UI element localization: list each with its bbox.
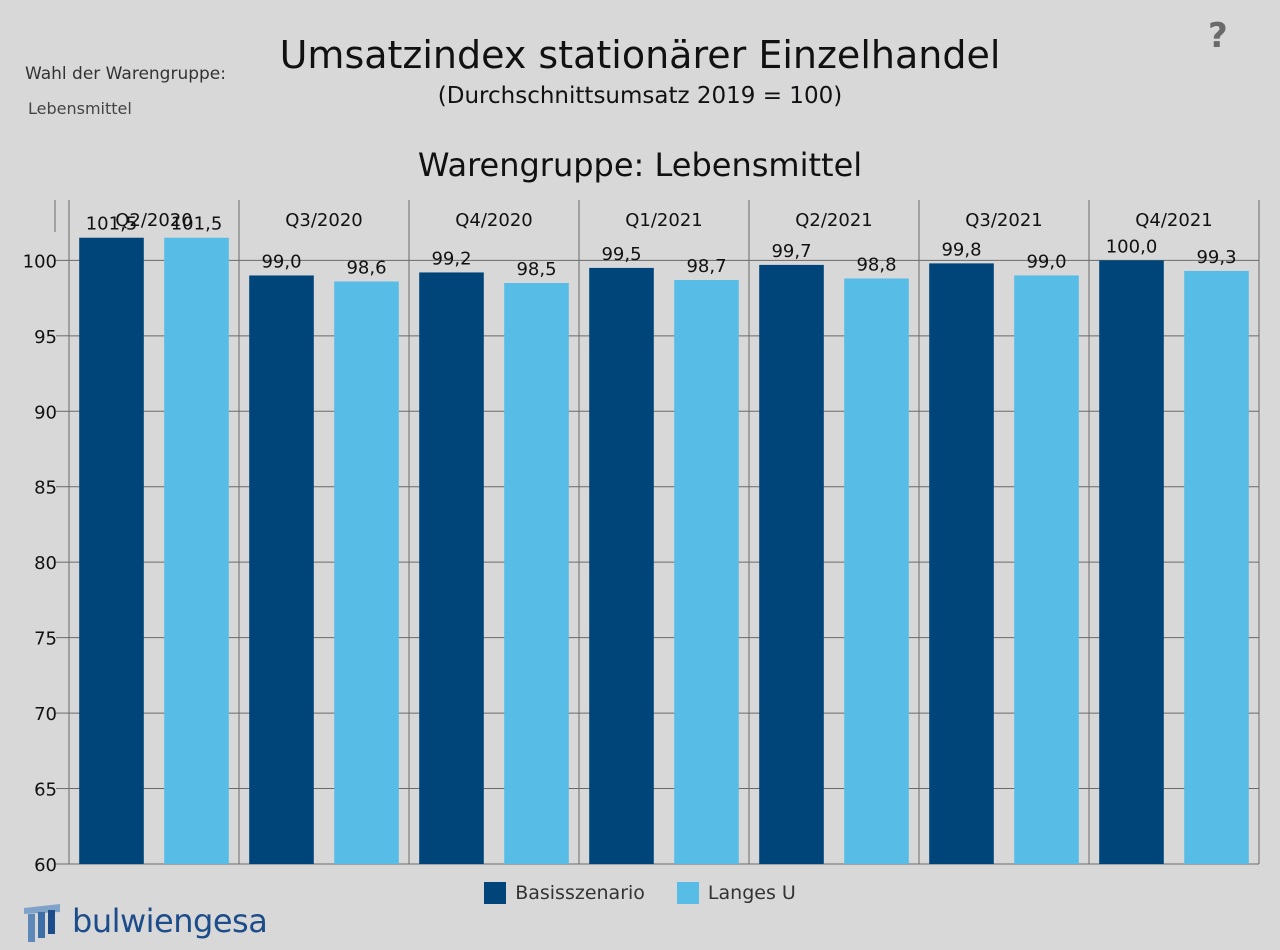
bar-basisszenario	[929, 263, 994, 864]
bar-basisszenario	[589, 267, 654, 865]
legend-item-basisszenario[interactable]: Basisszenario	[484, 882, 645, 904]
category-label: Q4/2021	[1135, 210, 1213, 231]
data-label: 99,2	[431, 248, 471, 269]
data-label: 99,8	[941, 239, 981, 260]
category-label: Q4/2020	[455, 210, 533, 231]
warengruppe-select[interactable]: Lebensmittel	[28, 99, 132, 118]
category-label: Q2/2020	[115, 210, 193, 231]
data-label: 98,8	[856, 254, 896, 275]
legend-swatch-basisszenario	[484, 882, 507, 904]
bar-langes-u	[504, 283, 569, 864]
bar-basisszenario	[759, 264, 824, 865]
data-label: 99,0	[1026, 251, 1066, 272]
y-tick-label: 75	[34, 629, 57, 650]
y-tick-label: 60	[34, 855, 57, 876]
brand-name: bulwiengesa	[72, 902, 268, 940]
bar-langes-u	[334, 281, 399, 864]
legend-swatch-langes-u	[676, 882, 699, 904]
bar-langes-u	[1184, 270, 1249, 865]
data-label: 100,0	[1106, 236, 1158, 257]
bar-basisszenario	[249, 275, 314, 864]
chart-title: Warengruppe: Lebensmittel	[417, 146, 863, 184]
y-tick-label: 85	[34, 478, 57, 499]
data-label: 99,0	[261, 251, 301, 272]
category-label: Q1/2021	[625, 210, 703, 231]
page-subtitle: (Durchschnittsumsatz 2019 = 100)	[437, 83, 843, 109]
y-tick-label: 90	[34, 402, 57, 423]
bar-langes-u	[844, 278, 909, 864]
bar-langes-u	[164, 237, 229, 864]
y-tick-label: 70	[34, 704, 57, 725]
legend-label-basisszenario: Basisszenario	[515, 882, 645, 904]
data-label: 99,3	[1196, 247, 1236, 268]
page-title: Umsatzindex stationärer Einzelhandel	[279, 33, 1001, 77]
data-label: 98,7	[686, 256, 726, 277]
bar-basisszenario	[419, 272, 484, 864]
warengruppe-label: Wahl der Warengruppe:	[25, 64, 226, 84]
bulwiengesa-logo-icon	[24, 904, 60, 942]
data-label: 101,5	[86, 214, 138, 235]
data-label: 98,6	[346, 257, 386, 278]
chart-legend: Basisszenario Langes U	[0, 882, 1280, 904]
category-label: Q2/2021	[795, 210, 873, 231]
y-tick-label: 95	[34, 327, 57, 348]
category-label: Q3/2021	[965, 210, 1043, 231]
category-label: Q3/2020	[285, 210, 363, 231]
data-label: 98,5	[516, 259, 556, 280]
bar-basisszenario	[1099, 260, 1164, 864]
y-tick-label: 65	[34, 780, 57, 801]
bar-langes-u	[674, 279, 739, 864]
brand-logo: bulwiengesa	[22, 898, 268, 944]
y-tick-label: 80	[34, 553, 57, 574]
bar-basisszenario	[79, 237, 144, 864]
data-label: 99,5	[601, 244, 641, 265]
data-label: 101,5	[171, 214, 223, 235]
help-icon[interactable]: ?	[1208, 16, 1228, 56]
y-tick-label: 100	[23, 251, 57, 272]
legend-item-langes-u[interactable]: Langes U	[676, 882, 796, 904]
legend-label-langes-u: Langes U	[707, 882, 796, 904]
bar-langes-u	[1014, 275, 1079, 864]
data-label: 99,7	[771, 241, 811, 262]
